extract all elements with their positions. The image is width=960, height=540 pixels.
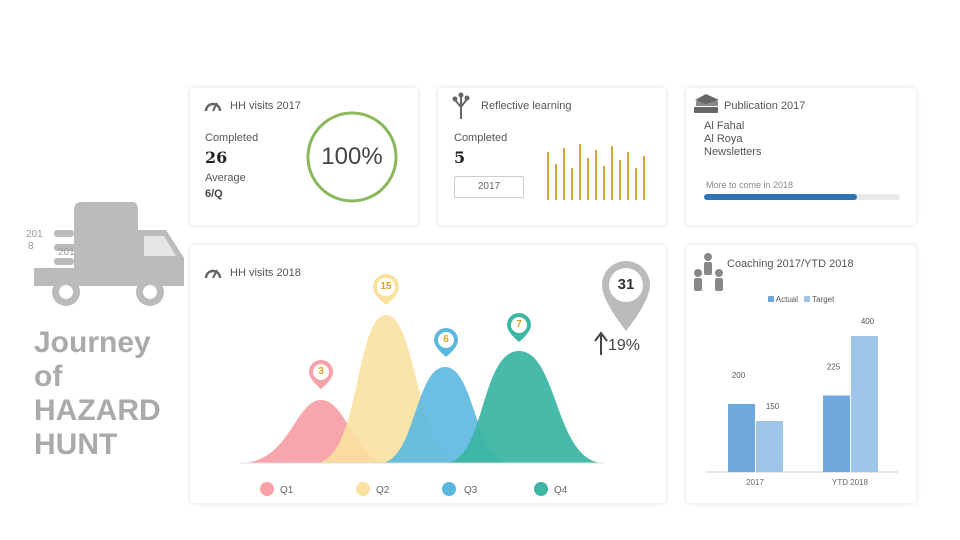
hh-2018-title: HH visits 2018 <box>230 267 301 279</box>
growth-arrow-icon <box>594 331 608 355</box>
publication-title: Publication 2017 <box>724 100 806 112</box>
pin-q1 <box>309 360 333 389</box>
hh-2017-title: HH visits 2017 <box>230 100 301 112</box>
hh-2017-completed-label: Completed <box>205 132 259 144</box>
q4-legend-dot <box>534 482 548 496</box>
coaching-bar-chart: 200 150 2017 225 400 YTD 2018 <box>706 317 898 487</box>
legend-target-swatch <box>804 296 810 302</box>
hh-2017-percent: 100% <box>321 143 383 170</box>
pin-q3 <box>434 328 458 357</box>
journey-line-2: of <box>34 360 63 393</box>
people-icon <box>694 253 723 291</box>
reflective-title: Reflective learning <box>481 100 572 112</box>
legend-actual: Actual <box>768 295 798 304</box>
q3-legend-dot <box>442 482 456 496</box>
completion-ring <box>306 111 398 203</box>
pin-q3-value: 6 <box>443 334 449 345</box>
legend-actual-swatch <box>768 296 774 302</box>
truck-icon <box>34 202 184 306</box>
legend-target-label: Target <box>812 295 835 304</box>
publication-item-3: Newsletters <box>704 146 762 158</box>
data-label-target-0: 150 <box>766 402 780 411</box>
reflective-learning-card: Reflective learning Completed 5 2017 <box>438 88 666 225</box>
journey-line-4: HUNT <box>34 428 118 461</box>
data-label-actual-1: 225 <box>827 363 841 372</box>
gauge-icon <box>204 269 222 279</box>
data-label-actual-0: 200 <box>732 371 746 380</box>
category-label-0: 2017 <box>746 478 764 487</box>
journey-line-1: Journey <box>34 326 151 359</box>
pin-total <box>602 261 650 331</box>
legend-target: Target <box>804 295 834 304</box>
publication-item-1: Al Fahal <box>704 120 745 132</box>
q1-legend-dot <box>260 482 274 496</box>
hh-visits-2017-card: HH visits 2017 Completed 26 Average 6/Q … <box>190 88 418 225</box>
publication-progress-track <box>704 194 900 200</box>
truck-year-b: 8 <box>28 241 34 252</box>
gauge-icon <box>204 102 222 112</box>
q1-legend-label: Q1 <box>280 485 294 496</box>
growth-percent: 19% <box>608 337 641 354</box>
bar-target-0 <box>756 421 783 472</box>
hh-visits-2018-card: HH visits 2018 <box>190 245 666 503</box>
books-icon <box>694 94 719 113</box>
journey-title: Journey of HAZARD HUNT <box>34 326 161 462</box>
sparkline-bars <box>547 144 645 200</box>
coaching-card: Coaching 2017/YTD 2018 Actual Target 200… <box>686 245 916 503</box>
publication-progress-fill <box>704 194 857 200</box>
reflective-completed-value: 5 <box>454 148 466 167</box>
bar-target-1 <box>851 336 878 472</box>
bar-actual-0 <box>728 404 755 472</box>
pin-q4-value: 7 <box>516 319 522 330</box>
q2-legend-label: Q2 <box>376 485 390 496</box>
publication-item-2: Al Roya <box>704 133 743 145</box>
pin-q4 <box>507 313 531 342</box>
quarter-curves <box>240 261 650 464</box>
tree-icon <box>452 92 470 119</box>
pin-q2 <box>373 274 399 305</box>
q3-legend-label: Q3 <box>464 485 478 496</box>
bar-actual-1 <box>823 395 850 472</box>
q4-legend-label: Q4 <box>554 485 568 496</box>
reflective-completed-label: Completed <box>454 132 508 144</box>
publication-more-note: More to come in 2018 <box>706 180 794 190</box>
hh-2017-completed-value: 26 <box>205 148 228 167</box>
pin-q2-value: 15 <box>380 281 392 292</box>
legend-actual-label: Actual <box>775 295 799 304</box>
data-label-target-1: 400 <box>861 317 875 326</box>
q4-curve <box>445 351 604 463</box>
publication-card: Publication 2017 Al Fahal Al Roya Newsle… <box>686 88 916 225</box>
truck-year-a: 201 <box>26 229 43 240</box>
hh-2017-average-value: 6/Q <box>205 188 223 200</box>
coaching-title: Coaching 2017/YTD 2018 <box>727 258 854 270</box>
truck-year-c: 201 <box>58 247 75 258</box>
category-label-1: YTD 2018 <box>832 478 869 487</box>
year-2017-button[interactable]: 2017 <box>454 176 524 198</box>
hh-2017-average-label: Average <box>205 172 246 184</box>
journey-line-3: HAZARD <box>34 394 161 427</box>
total-visits-value: 31 <box>617 276 635 293</box>
pin-q1-value: 3 <box>318 366 324 377</box>
q2-legend-dot <box>356 482 370 496</box>
